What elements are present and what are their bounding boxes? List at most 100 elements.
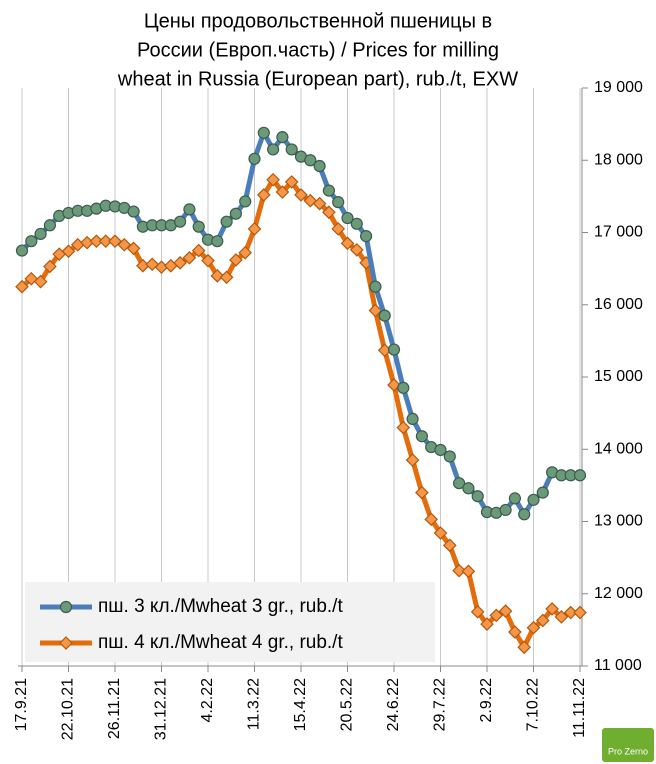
marker	[517, 640, 532, 655]
y-tick-label: 18 000	[594, 151, 643, 168]
marker	[59, 636, 73, 650]
y-tick-label: 11 000	[594, 657, 642, 674]
marker	[536, 486, 549, 499]
y-tick-label: 16 000	[594, 296, 643, 313]
marker	[126, 241, 141, 256]
logo-text: Pro Zerno	[608, 746, 648, 756]
legend: пш. 3 кл./Mwheat 3 gr., rub./t пш. 4 кл./…	[25, 582, 435, 662]
marker	[25, 235, 38, 248]
marker	[117, 237, 132, 252]
marker	[424, 512, 439, 527]
marker	[396, 420, 411, 435]
marker	[294, 188, 308, 202]
marker	[219, 270, 234, 285]
y-tick-label: 12 000	[594, 585, 643, 602]
marker	[360, 230, 373, 243]
marker	[191, 243, 206, 258]
y-tick-label: 17 000	[594, 224, 643, 241]
logo: Pro Zerno	[602, 728, 654, 762]
marker	[174, 215, 187, 228]
chart-title: Цены продовольственной пшеницы в	[144, 10, 492, 32]
marker	[210, 269, 225, 283]
marker	[453, 477, 466, 490]
marker	[443, 450, 456, 463]
marker	[368, 303, 383, 318]
marker	[61, 244, 76, 259]
chart-title: России (Европ.часть) / Prices for millin…	[137, 39, 499, 61]
marker	[304, 154, 317, 167]
marker	[276, 131, 289, 144]
marker	[313, 159, 326, 173]
marker	[508, 625, 522, 639]
x-tick-label: 7.10.22	[525, 678, 542, 731]
marker	[98, 234, 113, 249]
x-tick-label: 2.9.22	[478, 678, 495, 723]
marker	[266, 172, 280, 187]
marker	[33, 274, 48, 289]
x-tick-label: 15.4.22	[292, 678, 309, 731]
marker	[554, 610, 569, 624]
marker	[239, 195, 252, 208]
marker	[192, 220, 205, 233]
marker	[397, 381, 410, 394]
marker	[312, 196, 327, 211]
marker	[15, 279, 29, 294]
marker	[387, 343, 401, 356]
y-tick-label: 19 000	[594, 79, 643, 96]
logo-badge	[602, 728, 654, 762]
marker	[322, 205, 336, 220]
legend-label: пш. 3 кл./Mwheat 3 gr., rub./t	[98, 596, 343, 617]
marker	[211, 235, 224, 248]
marker	[442, 538, 457, 553]
marker	[275, 185, 290, 199]
y-tick-label: 14 000	[594, 440, 643, 457]
marker	[471, 490, 484, 503]
marker	[341, 211, 354, 225]
marker	[15, 244, 29, 257]
x-tick-label: 11.3.22	[246, 678, 263, 730]
marker	[173, 255, 187, 270]
marker	[470, 604, 485, 619]
marker	[108, 234, 122, 249]
x-tick-label: 29.7.22	[432, 678, 449, 731]
legend-label: пш. 4 кл./Mwheat 4 gr., rub./t	[98, 632, 343, 653]
marker	[229, 253, 243, 267]
marker	[43, 219, 57, 232]
marker	[59, 600, 73, 614]
marker	[284, 175, 299, 189]
marker	[127, 205, 140, 218]
marker	[340, 236, 355, 251]
marker	[489, 608, 504, 623]
marker	[461, 564, 476, 579]
marker	[220, 215, 233, 228]
marker	[43, 259, 57, 274]
marker	[415, 430, 428, 443]
x-tick-label: 17.9.21	[13, 678, 30, 731]
marker	[462, 482, 475, 495]
marker	[182, 250, 197, 265]
marker	[563, 605, 578, 620]
marker	[331, 222, 346, 236]
x-tick-label: 4.2.22	[199, 678, 216, 723]
marker	[350, 217, 363, 230]
marker	[498, 604, 513, 618]
marker	[322, 184, 335, 197]
marker	[433, 526, 448, 540]
marker	[378, 309, 391, 322]
marker	[332, 196, 345, 209]
marker	[256, 188, 271, 202]
marker	[499, 503, 512, 517]
marker	[573, 469, 587, 482]
marker	[535, 613, 550, 628]
marker	[545, 602, 559, 616]
marker	[247, 222, 262, 236]
marker	[369, 280, 382, 293]
marker	[267, 143, 280, 156]
marker	[89, 234, 104, 249]
marker	[526, 620, 541, 635]
marker	[527, 493, 540, 506]
marker	[415, 485, 429, 500]
marker	[573, 605, 587, 620]
x-tick-label: 31.12.21	[153, 678, 170, 740]
